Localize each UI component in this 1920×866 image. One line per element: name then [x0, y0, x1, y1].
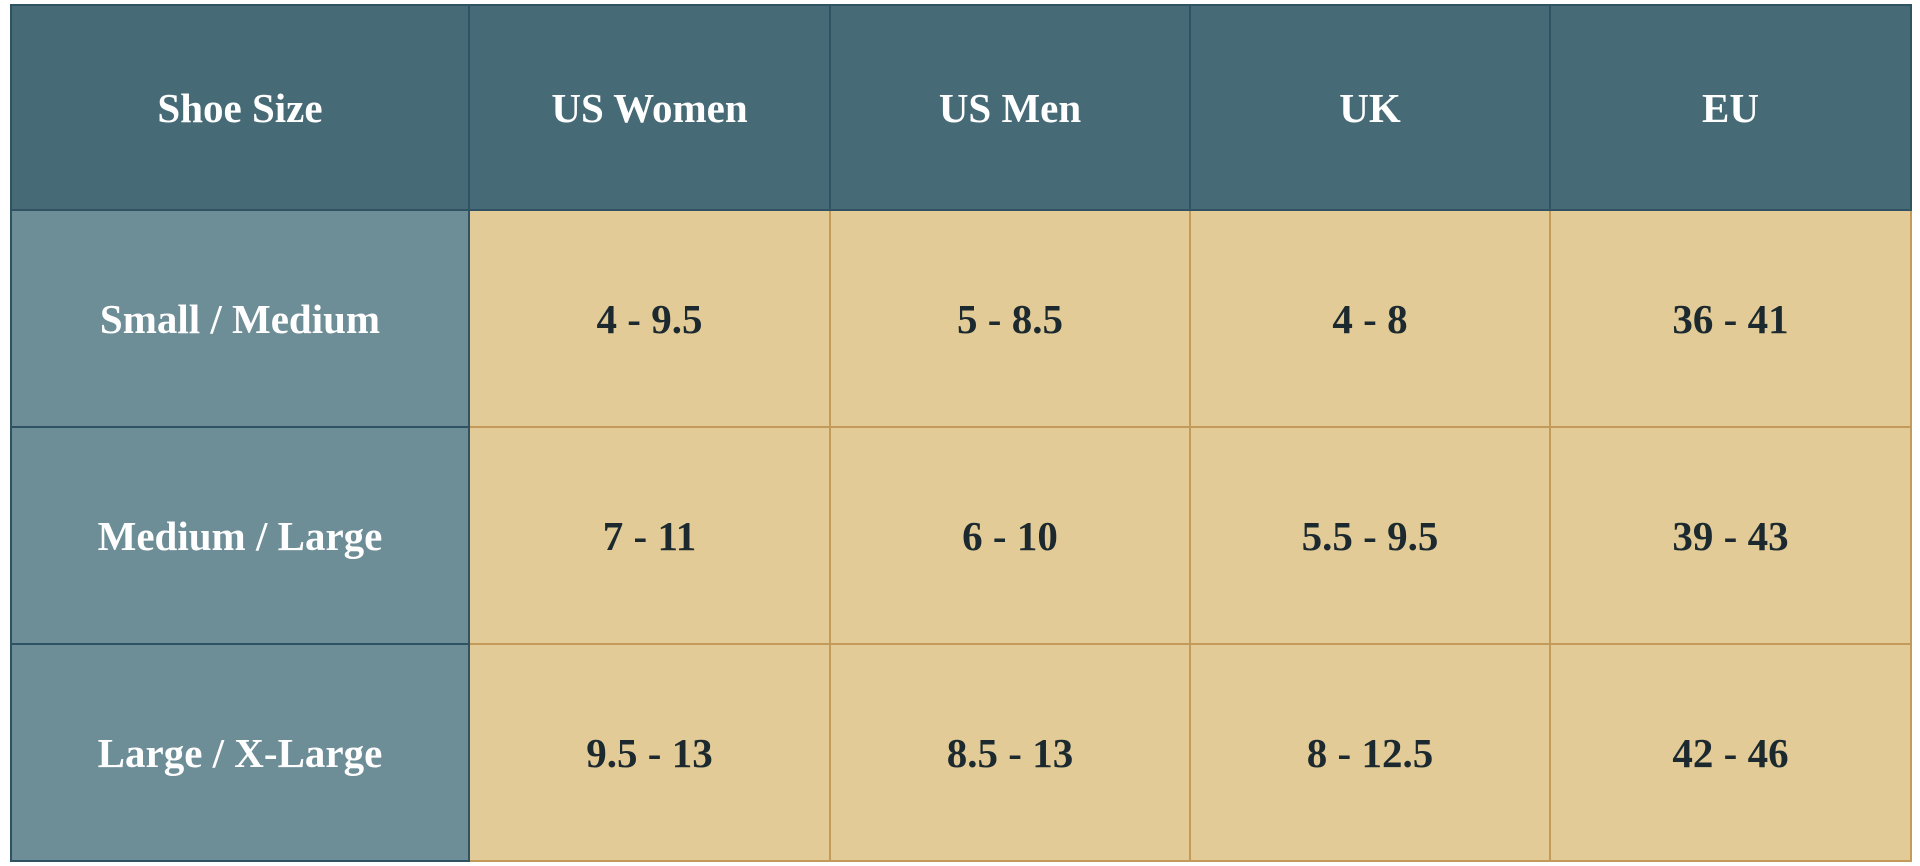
- row-label: Large / X-Large: [10, 643, 470, 862]
- header-us-women: US Women: [468, 4, 831, 211]
- table-cell: 7 - 11: [468, 426, 831, 645]
- header-us-men: US Men: [829, 4, 1191, 211]
- shoe-size-chart-table: Shoe Size US Women US Men UK EU Small / …: [10, 4, 1912, 862]
- table-cell: 6 - 10: [829, 426, 1191, 645]
- header-eu: EU: [1549, 4, 1912, 211]
- table-cell: 42 - 46: [1549, 643, 1912, 862]
- header-uk: UK: [1189, 4, 1551, 211]
- header-row: Shoe Size US Women US Men UK EU: [10, 4, 1912, 211]
- table-row: Medium / Large 7 - 11 6 - 10 5.5 - 9.5 3…: [10, 426, 1912, 645]
- table-row: Small / Medium 4 - 9.5 5 - 8.5 4 - 8 36 …: [10, 209, 1912, 428]
- table-cell: 39 - 43: [1549, 426, 1912, 645]
- table-cell: 8 - 12.5: [1189, 643, 1551, 862]
- table-cell: 5.5 - 9.5: [1189, 426, 1551, 645]
- row-label: Medium / Large: [10, 426, 470, 645]
- table-cell: 5 - 8.5: [829, 209, 1191, 428]
- header-shoe-size: Shoe Size: [10, 4, 470, 211]
- table-cell: 8.5 - 13: [829, 643, 1191, 862]
- table-cell: 4 - 8: [1189, 209, 1551, 428]
- table-row: Large / X-Large 9.5 - 13 8.5 - 13 8 - 12…: [10, 643, 1912, 862]
- row-label: Small / Medium: [10, 209, 470, 428]
- table-cell: 9.5 - 13: [468, 643, 831, 862]
- table-cell: 36 - 41: [1549, 209, 1912, 428]
- table-cell: 4 - 9.5: [468, 209, 831, 428]
